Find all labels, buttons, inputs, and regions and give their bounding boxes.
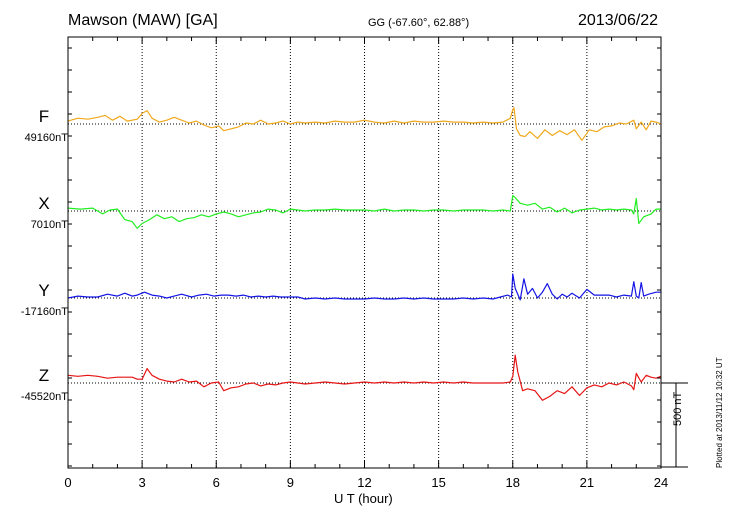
x-tick-label: 6	[213, 475, 220, 490]
plotted-timestamp: Plotted at 2013/11/12 10:32 UT	[715, 357, 724, 468]
x-tick-label: 24	[654, 475, 668, 490]
channel-label-x: X	[38, 194, 50, 213]
x-axis-label: U T (hour)	[334, 491, 393, 506]
series-line-z	[67, 354, 662, 401]
x-tick-label: 9	[287, 475, 294, 490]
x-tick-label: 21	[580, 475, 594, 490]
series-line-y	[67, 273, 661, 301]
channel-label-y: Y	[38, 281, 50, 300]
x-tick-label: 3	[139, 475, 146, 490]
baseline-label-z: -45520nT	[20, 391, 68, 403]
x-tick-label: 15	[431, 475, 445, 490]
series-line-f	[67, 107, 662, 141]
channel-label-f: F	[38, 107, 50, 126]
baseline-label-y: -17160nT	[20, 306, 68, 318]
series-line-x	[67, 195, 661, 229]
scale-bar-label: 500 nT	[672, 391, 684, 426]
baseline-label-x: 7010nT	[30, 219, 68, 231]
channel-label-z: Z	[38, 366, 50, 385]
station-title: Mawson (MAW) [GA]	[68, 12, 218, 29]
baseline-label-f: 49160nT	[24, 132, 68, 144]
station-coordinates: GG (-67.60°, 62.88°)	[368, 17, 470, 29]
x-tick-label: 18	[506, 475, 520, 490]
x-tick-label: 0	[64, 475, 71, 490]
x-tick-label: 12	[357, 475, 371, 490]
plot-date: 2013/06/22	[578, 12, 659, 29]
